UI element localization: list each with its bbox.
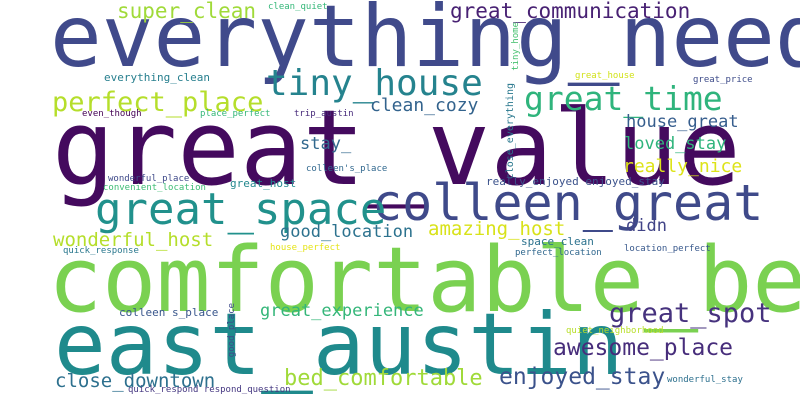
word-good-location: good_location <box>280 224 413 241</box>
word-great-experience: great_experience <box>260 303 424 320</box>
word-place-perfect: place_perfect <box>200 110 270 119</box>
word-house-perfect: house_perfect <box>270 244 340 253</box>
word-good-place: good_place <box>228 303 237 357</box>
word-tiny-home: tiny_home <box>512 22 521 71</box>
word-clean-quiet: clean_quiet <box>268 3 328 12</box>
word-space-clean: space_clean <box>521 236 594 247</box>
word-didn: didn <box>626 218 667 235</box>
word-loved-stay: loved_stay <box>624 136 726 153</box>
word-quiet-neighborhood: quiet_neighborhood <box>566 327 664 336</box>
word-great-time: great_time <box>524 82 723 115</box>
word-trip-austin: trip_austin <box>294 110 354 119</box>
word-enjoyed-stay: enjoyed_stay <box>499 366 665 389</box>
word-house-great: house_great <box>626 114 739 131</box>
word-great-spot: great_spot <box>609 300 772 327</box>
word-great-communication: great_communication <box>450 1 690 22</box>
word-really-enjoyed-enjoyed-stay: really_enjoyed enjoyed_stay <box>486 176 665 187</box>
word-close-everything: close_everything <box>506 83 516 179</box>
word-wonderful-stay: wonderful_stay <box>667 376 743 385</box>
word-everything-clean: everything_clean <box>104 72 210 83</box>
word-convenient-location: convenient_location <box>103 184 206 193</box>
word-super-clean: super_clean <box>117 1 256 22</box>
word-really-nice: really_nice <box>623 158 742 176</box>
word-stay: stay_ <box>300 136 351 153</box>
word-bed-comfortable: bed_comfortable <box>284 368 483 390</box>
word-colleen-s-place: colleen s_place <box>119 307 218 318</box>
word-awesome-place: awesome_place <box>553 337 733 360</box>
word-great-house: great_house <box>575 72 635 81</box>
word-perfect-location: perfect_location <box>515 249 602 258</box>
word-colleens-place: colleen's_place <box>306 165 387 174</box>
word-great-price: great_price <box>693 76 753 85</box>
word-location-perfect: location_perfect <box>624 245 711 254</box>
word-even-though: even_though <box>82 110 142 119</box>
word-quick-respond-respond-question: quick_respond respond_question <box>128 386 291 395</box>
word-quick-response: quick_response <box>63 247 139 256</box>
word-clean-cozy: clean_cozy <box>370 97 478 115</box>
word-great-host: great_host <box>230 178 296 189</box>
